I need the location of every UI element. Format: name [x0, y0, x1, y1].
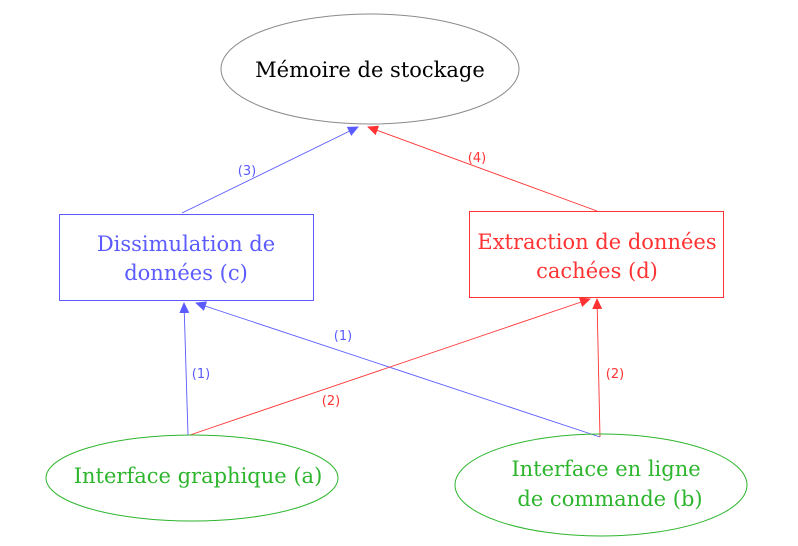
dissimulation-box [59, 214, 314, 301]
cli-label-line1: Interface en ligne [511, 457, 700, 481]
cli-label-line2: de commande (b) [517, 487, 702, 511]
edge-extraction-to-storage [367, 125, 598, 212]
edge-label-dissimulation-to-storage: (3) [238, 164, 256, 179]
storage-ellipse [220, 13, 520, 125]
storage-label: Mémoire de stockage [255, 58, 485, 82]
edge-label-cli-to-dissimulation: (1) [334, 329, 352, 344]
extraction-box [469, 211, 724, 298]
edge-gui-to-extraction [189, 297, 591, 436]
node-dissimulation: Dissimulation de données (c) [59, 214, 314, 301]
node-cli: Interface en ligne de commande (b) [454, 433, 748, 537]
gui-label: Interface graphique (a) [74, 464, 323, 488]
extraction-label-line2: cachées (d) [536, 259, 658, 283]
edge-label-gui-to-extraction: (2) [322, 394, 340, 409]
extraction-label-line1: Extraction de données [477, 230, 716, 254]
cli-ellipse [454, 433, 748, 537]
edge-label-gui-to-dissimulation: (1) [192, 367, 210, 382]
dissimulation-label-line2: données (c) [124, 261, 248, 285]
edge-gui-to-dissimulation [179, 302, 190, 436]
edge-label-cli-to-extraction: (2) [606, 367, 624, 382]
node-gui: Interface graphique (a) [45, 434, 339, 522]
node-extraction: Extraction de données cachées (d) [469, 211, 724, 298]
gui-ellipse [45, 434, 339, 522]
edge-dissimulation-to-storage [181, 126, 359, 214]
edge-cli-to-dissimulation [195, 301, 601, 438]
edge-cli-to-extraction [592, 298, 603, 438]
node-storage: Mémoire de stockage [220, 13, 520, 125]
dissimulation-label-line1: Dissimulation de [97, 232, 275, 256]
edge-label-extraction-to-storage: (4) [468, 151, 486, 166]
